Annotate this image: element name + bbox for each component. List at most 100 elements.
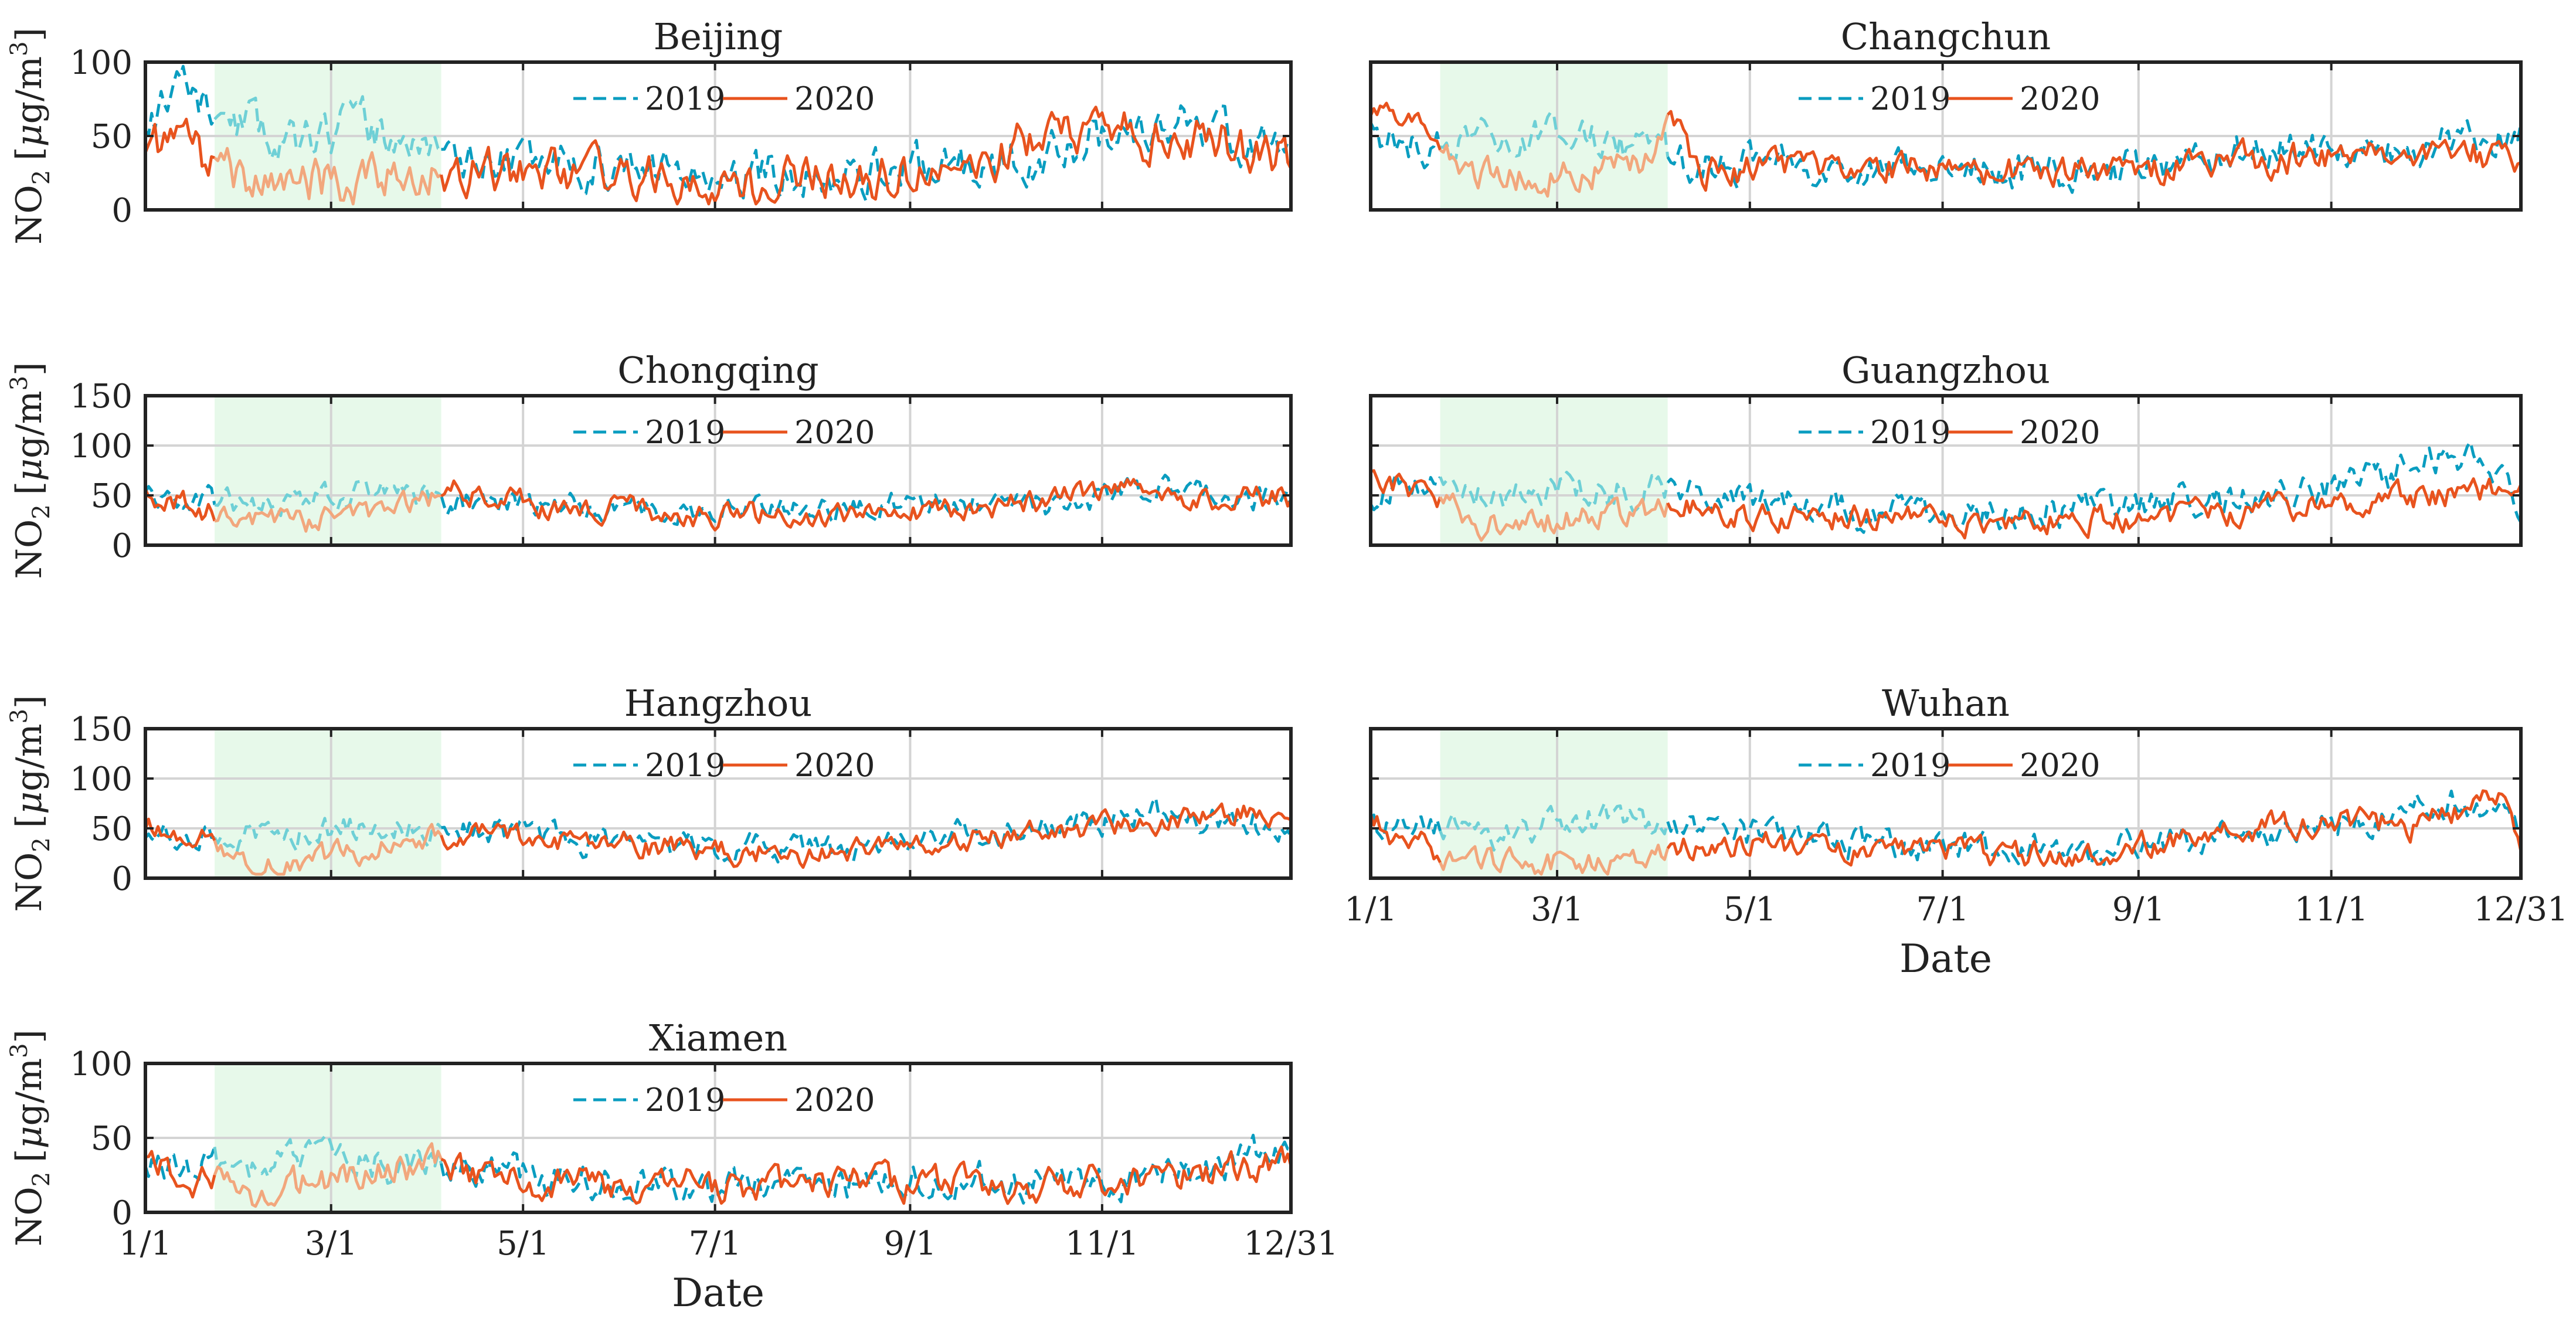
ylabel-superscript: 3 — [6, 709, 33, 723]
ylabel-bracket-close: ] — [9, 695, 50, 709]
y-tick-label: 100 — [70, 760, 132, 798]
y-tick-label: 0 — [111, 860, 132, 898]
series-line-2020 — [1666, 789, 2521, 868]
x-tick-label: 1/1 — [1344, 890, 1397, 929]
series-line-2019 — [440, 1133, 1291, 1205]
ylabel-bracket-close: ] — [9, 28, 50, 41]
series-line-2020-lockdown — [213, 147, 442, 206]
ylabel-mu: μ — [9, 124, 50, 147]
panel-title: Hangzhou — [624, 682, 813, 725]
series-line-2020 — [1371, 814, 1442, 864]
series-line-2020 — [1666, 477, 2521, 540]
series-line-2020 — [145, 488, 216, 522]
panel-title: Xiamen — [649, 1017, 787, 1059]
x-tick-label: 5/1 — [1724, 890, 1776, 929]
ylabel-unit: g/m — [9, 56, 50, 124]
ylabel-superscript: 3 — [6, 376, 33, 390]
panel-title: Beijing — [654, 15, 783, 58]
x-tick-label: 11/1 — [1065, 1225, 1139, 1263]
ylabel-bracket-close: ] — [9, 362, 50, 376]
series-line-2020 — [1371, 101, 1442, 151]
y-tick-label: 100 — [70, 427, 132, 465]
x-tick-label: 9/1 — [2112, 890, 2165, 929]
axes-box — [144, 394, 1293, 547]
y-tick-label: 50 — [91, 477, 132, 515]
legend: 2019 2020 — [573, 747, 875, 784]
series-group — [145, 1133, 1291, 1208]
panel-title: Guangzhou — [1841, 349, 2050, 392]
x-tick-label: 3/1 — [1531, 890, 1583, 929]
y-tick-label: 100 — [70, 44, 132, 82]
ylabel-superscript: 3 — [6, 41, 33, 56]
legend: 2019 2020 — [1799, 414, 2100, 451]
y-axis-label: NO2 [μg/m3] — [6, 695, 55, 912]
y-axis-label: NO2 [μg/m3] — [6, 1029, 55, 1246]
panel-changchun: Changchun 2019 2020 — [1369, 15, 2523, 212]
series-group — [145, 796, 1291, 876]
x-tick-label: 12/31 — [1243, 1225, 1338, 1263]
legend-label-2019: 2019 — [1870, 414, 1950, 451]
ylabel-subscript: 2 — [28, 1172, 55, 1187]
series-line-2020 — [440, 478, 1291, 532]
legend: 2019 2020 — [573, 80, 875, 117]
ylabel-unit: g/m — [9, 723, 50, 791]
series-line-2020 — [1371, 469, 1442, 508]
y-tick-label: 0 — [111, 527, 132, 565]
panel-guangzhou: Guangzhou 2019 2020 — [1369, 349, 2523, 547]
series-line-2019 — [1666, 440, 2521, 534]
ylabel-base: NO — [9, 1187, 50, 1246]
x-tick-label: 7/1 — [1916, 890, 1969, 929]
series-line-2020 — [145, 817, 216, 849]
y-tick-label: 100 — [70, 1045, 132, 1083]
series-line-2019-lockdown — [213, 95, 442, 162]
legend-label-2019: 2019 — [1870, 80, 1950, 117]
series-group — [145, 474, 1291, 533]
series-line-2020-lockdown — [1439, 844, 1670, 876]
ylabel-unit: g/m — [9, 1058, 50, 1126]
ylabel-subscript: 2 — [28, 837, 55, 852]
legend-label-2020: 2020 — [794, 1082, 875, 1119]
legend: 2019 2020 — [573, 414, 875, 451]
legend-label-2019: 2019 — [645, 1082, 725, 1119]
x-tick-label: 1/1 — [119, 1225, 172, 1263]
y-axis-label: NO2 [μg/m3] — [6, 362, 55, 579]
series-line-2019 — [145, 64, 216, 137]
axes-box — [1369, 727, 2523, 880]
series-line-2020 — [440, 802, 1291, 869]
legend-label-2019: 2019 — [645, 80, 725, 117]
ylabel-bracket-open: [ — [9, 814, 50, 828]
x-tick-label: 9/1 — [883, 1225, 936, 1263]
ylabel-mu: μ — [9, 458, 50, 481]
panel-title: Wuhan — [1882, 682, 2010, 725]
ylabel-subscript: 2 — [28, 170, 55, 185]
series-line-2020-lockdown — [213, 822, 443, 876]
y-tick-label: 0 — [111, 192, 132, 230]
series-line-2019-lockdown — [213, 817, 443, 855]
legend-label-2019: 2019 — [1870, 747, 1950, 784]
x-tick-label: 11/1 — [2295, 890, 2368, 929]
axes-box — [144, 727, 1293, 880]
x-tick-label: 12/31 — [2473, 890, 2568, 929]
series-line-2020-lockdown — [214, 489, 441, 533]
series-line-2020-lockdown — [213, 1142, 443, 1208]
series-line-2020 — [145, 1150, 216, 1199]
axes-box — [1369, 394, 2523, 547]
y-axis-label: NO2 [μg/m3] — [6, 28, 55, 244]
x-axis-label: Date — [1899, 936, 1992, 981]
series-line-2020-lockdown — [1439, 114, 1670, 198]
panel-hangzhou: Hangzhou 0 50 100 150 NO2 [μg/m3] 2019 2020 — [6, 682, 1293, 912]
ylabel-unit: g/m — [9, 390, 50, 458]
panel-xiamen: Xiamen 0 50 100 1/1 3/1 5/1 7/1 9/1 11/1 12/31 Date… — [6, 1017, 1338, 1316]
series-line-2020 — [145, 117, 215, 177]
ylabel-base: NO — [9, 185, 50, 244]
legend-label-2020: 2020 — [794, 747, 875, 784]
ylabel-subscript: 2 — [28, 504, 55, 519]
y-tick-label: 150 — [70, 711, 132, 749]
legend-label-2020: 2020 — [2020, 80, 2100, 117]
ylabel-bracket-open: [ — [9, 481, 50, 495]
legend-label-2020: 2020 — [2020, 414, 2100, 451]
series-line-2019 — [1371, 472, 1442, 512]
series-group — [1371, 440, 2521, 542]
lockdown-shade — [215, 729, 441, 878]
y-tick-label: 50 — [91, 1120, 132, 1158]
